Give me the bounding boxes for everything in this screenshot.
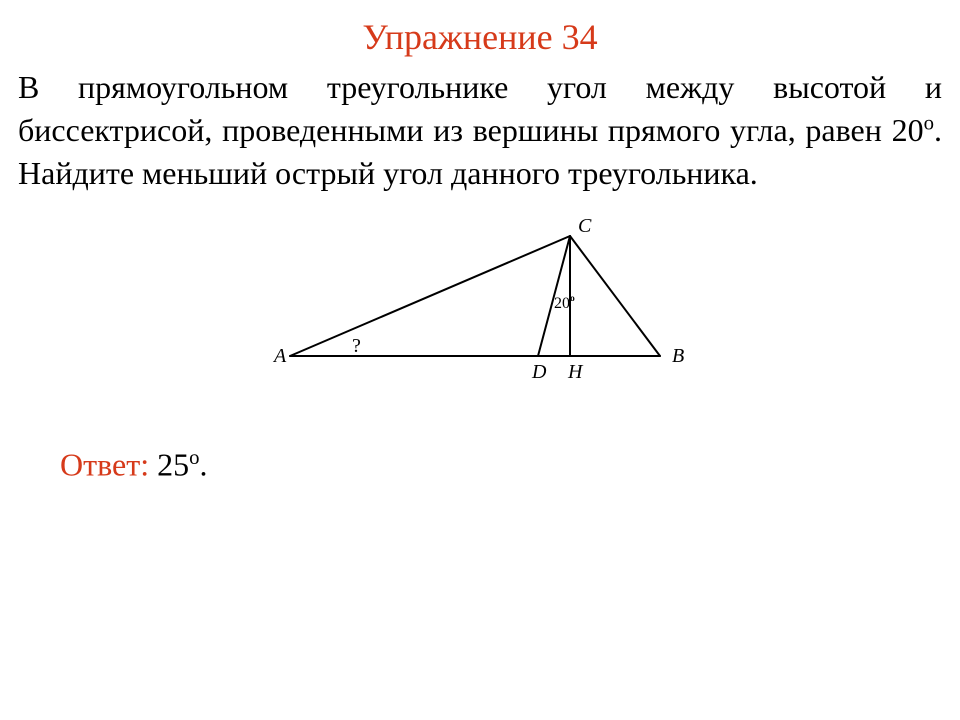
answer-line: Ответ: 25о. bbox=[0, 446, 960, 484]
answer-value: 25 bbox=[157, 446, 189, 482]
svg-text:20o: 20o bbox=[554, 292, 575, 311]
problem-part-1: В прямоугольном треугольнике угол между … bbox=[18, 69, 942, 148]
svg-text:?: ? bbox=[352, 335, 361, 357]
svg-text:A: A bbox=[272, 345, 287, 367]
diagram-container: A B C DH 20o? bbox=[0, 216, 960, 396]
triangle-diagram: A B C DH 20o? bbox=[260, 216, 700, 396]
answer-period: . bbox=[200, 446, 208, 482]
svg-text:D: D bbox=[531, 361, 547, 383]
exercise-title: Упражнение 34 bbox=[0, 0, 960, 58]
svg-text:C: C bbox=[578, 216, 592, 237]
degree-sup-1: о bbox=[924, 112, 934, 135]
answer-label: Ответ: bbox=[60, 446, 149, 482]
svg-text:H: H bbox=[567, 361, 584, 383]
degree-sup-2: о bbox=[189, 446, 199, 469]
svg-text:B: B bbox=[672, 345, 684, 367]
problem-statement: В прямоугольном треугольнике угол между … bbox=[0, 58, 960, 196]
